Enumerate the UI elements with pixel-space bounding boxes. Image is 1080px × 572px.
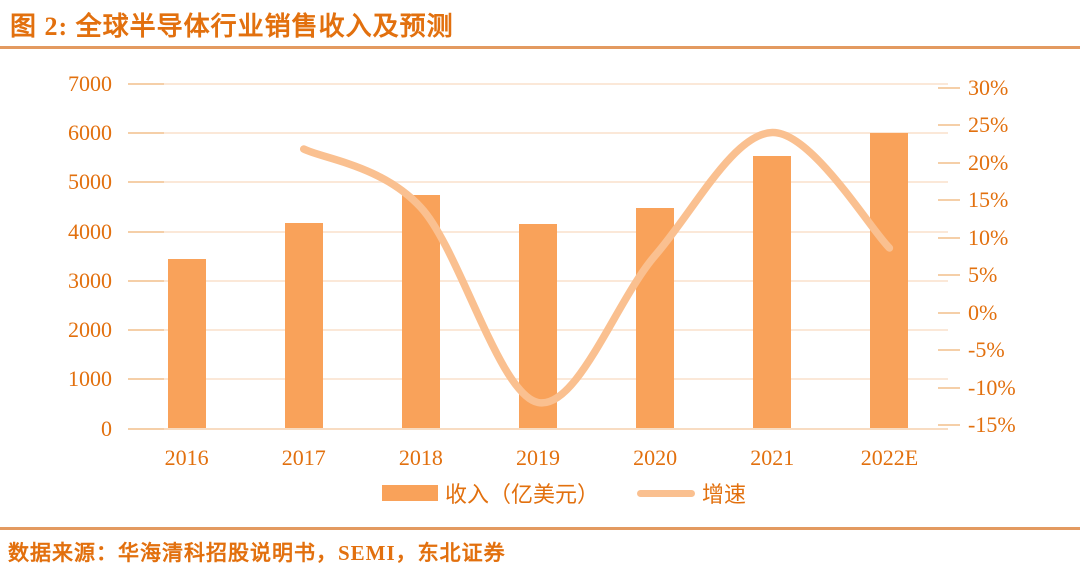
left-axis-tick [128, 427, 164, 430]
plot-gridline [128, 83, 948, 85]
revenue-bar [167, 258, 206, 429]
x-axis-category-label: 2017 [281, 445, 326, 470]
revenue-bar [636, 208, 675, 429]
right-axis-tick-label: -5% [968, 337, 1005, 362]
left-axis-tick [128, 279, 164, 282]
growth-line [299, 128, 894, 407]
revenue-bar [753, 156, 792, 429]
x-axis-category-label: 2019 [516, 445, 560, 470]
revenue-bar [284, 222, 323, 429]
legend-revenue-label: 收入（亿美元） [444, 482, 599, 507]
left-axis-tick [128, 329, 164, 332]
legend-item-growth: 增速 [637, 477, 746, 509]
footer-rule [0, 527, 1080, 530]
x-axis-category-label: 2021 [750, 445, 795, 470]
left-axis-tick-label: 0 [101, 415, 112, 441]
growth-line-swatch [637, 489, 695, 497]
x-axis-category-label: 2020 [633, 445, 678, 470]
legend: 收入（亿美元） 增速 [48, 478, 1080, 508]
left-axis-tick-label: 1000 [68, 366, 112, 392]
figure-title: 图 2: 全球半导体行业销售收入及预测 [10, 12, 454, 41]
legend-item-revenue: 收入（亿美元） [381, 477, 599, 509]
right-axis-tick [938, 86, 960, 89]
right-axis-tick-label: 10% [968, 224, 1009, 250]
right-axis-tick-label: -15% [968, 412, 1016, 437]
right-axis-tick-label: -10% [968, 374, 1016, 400]
right-axis-tick [938, 311, 960, 314]
plot-gridline [128, 181, 948, 184]
left-axis-tick-label: 4000 [68, 218, 112, 244]
left-axis-tick-label: 6000 [68, 120, 112, 146]
revenue-bar [519, 223, 557, 429]
x-axis-category-label: 2022E [860, 445, 919, 470]
right-axis-tick-label: 0% [968, 299, 998, 325]
right-axis-tick [938, 161, 960, 164]
left-axis-tick [128, 83, 164, 85]
left-axis-tick [128, 378, 164, 381]
left-axis-tick [128, 230, 164, 233]
right-axis-tick [938, 199, 960, 201]
revenue-bar [401, 194, 440, 429]
revenue-bar-swatch [381, 485, 438, 501]
x-axis-category-label: 2018 [398, 445, 443, 470]
right-axis-tick [938, 274, 960, 276]
left-axis-tick-label: 7000 [68, 71, 112, 96]
right-axis-tick [938, 124, 960, 126]
right-axis-tick-label: 25% [968, 112, 1009, 137]
data-source: 数据来源：华海清科招股说明书，SEMI，东北证券 [8, 541, 506, 565]
revenue-bar [870, 133, 909, 429]
right-axis-tick [938, 236, 960, 239]
title-rule [0, 46, 1080, 49]
right-axis-tick-label: 20% [968, 149, 1009, 175]
left-axis-tick-label: 2000 [68, 317, 112, 343]
plot-gridline [128, 427, 948, 430]
right-axis-tick-label: 5% [968, 262, 998, 287]
left-axis-tick [128, 181, 164, 184]
left-axis-tick-label: 3000 [68, 267, 112, 293]
right-axis-tick [938, 386, 960, 389]
left-axis-tick-label: 5000 [68, 169, 112, 195]
legend-growth-label: 增速 [702, 482, 747, 507]
right-axis-tick-label: 15% [968, 187, 1009, 212]
plot-gridline [128, 132, 948, 135]
left-axis-tick [128, 132, 164, 135]
right-axis-tick-label: 30% [968, 74, 1009, 100]
right-axis-tick [938, 349, 960, 351]
right-axis-tick [938, 424, 960, 426]
x-axis-category-label: 2016 [164, 445, 209, 470]
